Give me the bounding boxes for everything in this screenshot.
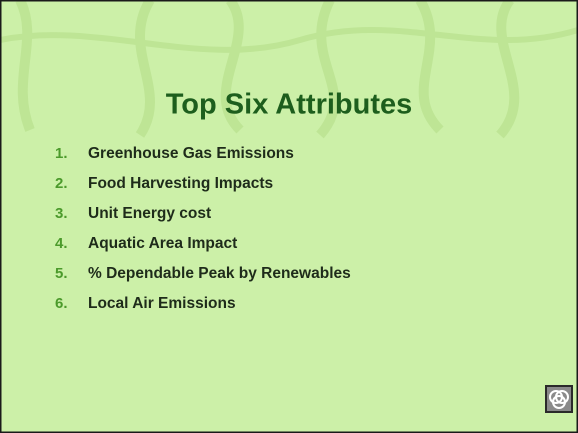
item-number: 2. [55, 175, 68, 192]
item-list: 1. Greenhouse Gas Emissions 2. Food Harvest… [55, 145, 351, 312]
item-number: 6. [55, 295, 68, 312]
item-text: % Dependable Peak by Renewables [88, 265, 351, 282]
item-text: Aquatic Area Impact [88, 235, 237, 252]
logo-icon [545, 385, 573, 413]
item-text: Unit Energy cost [88, 205, 211, 222]
item-number: 3. [55, 205, 68, 222]
item-text: Food Harvesting Impacts [88, 175, 273, 192]
item-text: Local Air Emissions [88, 295, 236, 312]
item-number: 1. [55, 145, 68, 162]
item-number: 5. [55, 265, 68, 282]
item-text: Greenhouse Gas Emissions [88, 145, 294, 162]
item-number: 4. [55, 235, 68, 252]
header-decoration [0, 0, 578, 139]
slide-title: Top Six Attributes [166, 89, 413, 121]
